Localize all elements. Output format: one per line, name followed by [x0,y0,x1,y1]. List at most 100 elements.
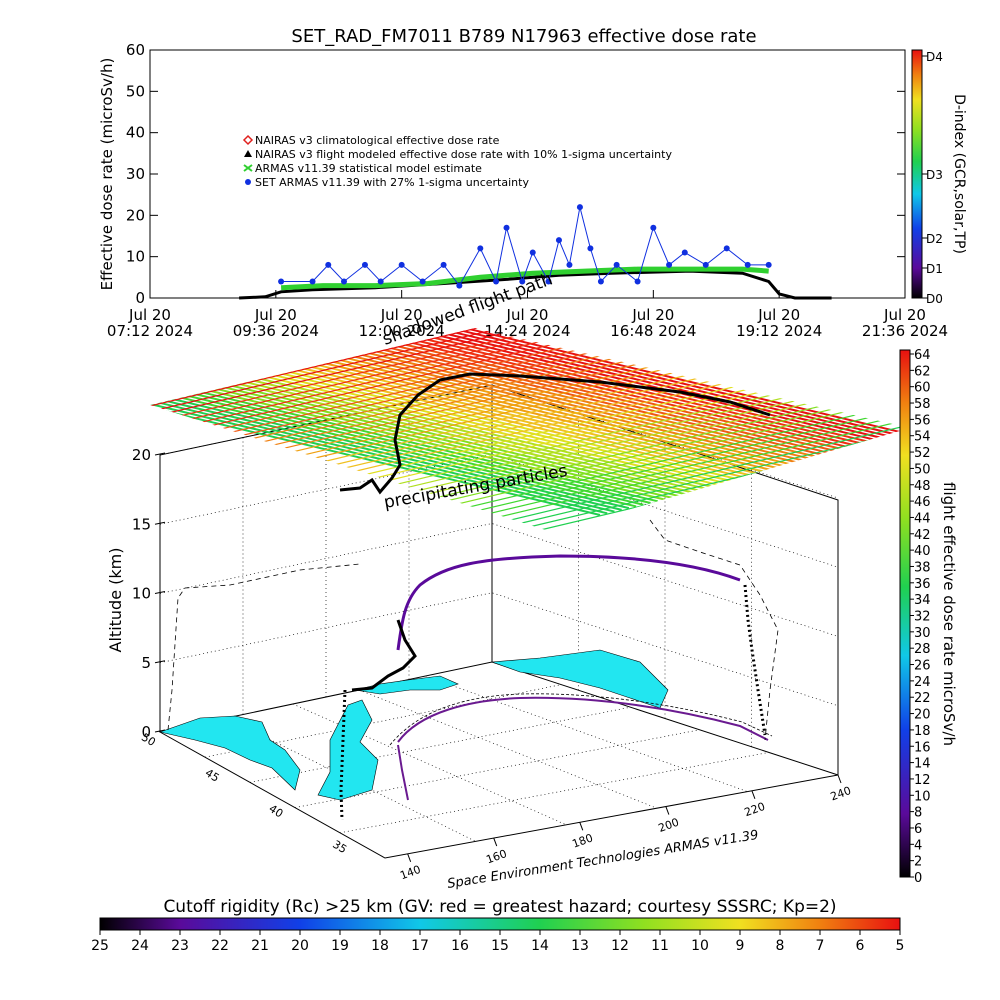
sheet-line [414,339,875,451]
sheet-line [363,350,825,463]
dose-colorbar [899,349,911,878]
sheet-cross-line [449,405,870,507]
rigidity-ticks: 25 24 23 22 21 20 19 18 17 16 15 14 13 12 11 10 9 8 7 6 5 [91,930,904,954]
rigidity-tick-label: 16 [451,938,469,954]
sheet-line [399,342,861,455]
series-set-armas-point [419,278,426,285]
longitude-tick [837,774,842,784]
top-x-tick-date: Jul 20 [883,306,926,324]
map-kurils-region [354,675,459,695]
z-axis: 0 5 10 15 20 [132,446,166,741]
dindex-tick-label: D3 [926,168,943,182]
series-nairas-flight [239,269,832,300]
series-set-armas-point [340,278,347,285]
latitude-axis: 50 45 40 35 [139,731,349,857]
coastline-map [158,649,669,801]
latitude-tick-label: 45 [203,766,222,784]
dose-colorbar-tick-label: 32 [914,610,931,625]
sheet-cross-line [253,343,674,445]
sheet-cross-line [274,350,695,452]
rigidity-colorbar-title: Cutoff rigidity (Rc) >25 km (GV: red = g… [163,897,836,917]
shadow-flight-path [397,696,769,743]
rigidity-tick-label: 21 [251,938,269,954]
sheet-cross-line [418,395,839,497]
dose-colorbar-tick-label: 52 [914,446,931,461]
top-x-tick-date: Jul 20 [128,306,171,324]
series-set-armas-point [545,278,552,285]
sheet-line [161,398,622,511]
top-x-tick-time: 09:36 2024 [233,322,319,340]
sheet-line [150,404,601,516]
top-x-tick-time: 14:24 2024 [484,322,570,340]
longitude-tick [665,806,670,815]
sheet-line [313,362,774,475]
dose-colorbar-tick-label: 44 [914,511,931,526]
flight-path-altitude [339,372,771,495]
dose-colorbar-tick-label: 22 [914,691,931,706]
rigidity-tick-label: 17 [411,938,429,954]
dose-colorbar-tick-label: 8 [914,806,922,821]
sheet-line [190,392,651,504]
z-tick-label: 5 [141,654,151,672]
dose-colorbar-tick-label: 28 [914,642,931,657]
sheet-line [175,395,637,508]
series-armas-model [280,266,769,291]
dose-colorbar-tick-label: 2 [914,855,922,870]
legend-marker-circle [245,179,251,185]
legend-marker-x [243,164,253,172]
dindex-axis-label: D-index (GCR,solar,TP) [951,94,967,254]
rigidity-tick-label: 25 [91,938,109,954]
sheet-cross-line [150,328,561,409]
sheet-line [233,381,695,494]
top-y-axis: 0 10 20 30 40 50 60 [126,41,905,307]
dose-colorbar-tick-label: 36 [914,577,931,592]
dose-colorbar-tick-label: 0 [914,871,922,886]
dindex-colorbar [911,49,923,299]
dose-colorbar-ticks: 0246810121416182022242628303234363840424… [910,348,931,886]
top-x-tick-date: Jul 20 [380,306,423,324]
top-legend: NAIRAS v3 climatological effective dose … [242,134,672,189]
series-set-armas-point [681,249,688,256]
sheet-cross-line [346,372,767,474]
series-set-armas-point [456,282,463,289]
rigidity-tick-label: 20 [291,938,309,954]
rigidity-tick-label: 19 [331,938,349,954]
rigidity-tick-label: 15 [491,938,509,954]
top-chart-title: SET_RAD_FM7011 B789 N17963 effective dos… [291,26,756,47]
top-y-tick-label: 30 [126,165,145,183]
rigidity-tick-label: 6 [856,938,865,954]
top-y-tick-label: 60 [126,41,145,59]
longitude-tick [407,853,412,863]
sheet-line [154,400,615,513]
legend-label: NAIRAS v3 flight modeled effective dose … [255,148,672,161]
mid-flight-climb [351,619,417,692]
latitude-tick-label: 50 [139,731,158,749]
top-y-tick-label: 50 [126,82,145,100]
z-tick-label: 10 [132,585,151,603]
series-set-armas-point [723,245,730,252]
z-axis-label: Altitude (km) [106,548,125,653]
dose-colorbar-tick-label: 50 [914,462,931,477]
dindex-tick-label: D1 [926,262,943,276]
series-set-armas-point [309,278,316,285]
z-tick-label: 15 [132,515,151,533]
sheet-line [406,340,868,453]
z-tick-label: 0 [141,723,151,741]
top-x-tick-time: 12:00 2024 [359,322,445,340]
sheet-line [150,402,608,515]
rigidity-tick-label: 5 [896,938,905,954]
wall-projection-right [649,519,779,741]
series-set-armas-point [613,261,620,268]
dose-colorbar-label: flight effective dose rate microSv/h [940,482,958,746]
sheet-cross-line [294,356,716,458]
sheet-line [349,354,810,467]
dose-colorbar-tick-label: 40 [914,544,931,559]
dose-colorbar-tick-label: 34 [914,593,931,608]
dose-colorbar-tick-label: 18 [914,724,931,739]
top-x-tick-date: Jul 20 [506,306,549,324]
dindex-tick-label: D4 [926,50,943,64]
sheet-line [356,352,817,465]
longitude-tick-label: 140 [398,863,422,882]
dose-colorbar-tick-label: 58 [914,397,931,412]
z-tick-label: 20 [132,446,151,464]
